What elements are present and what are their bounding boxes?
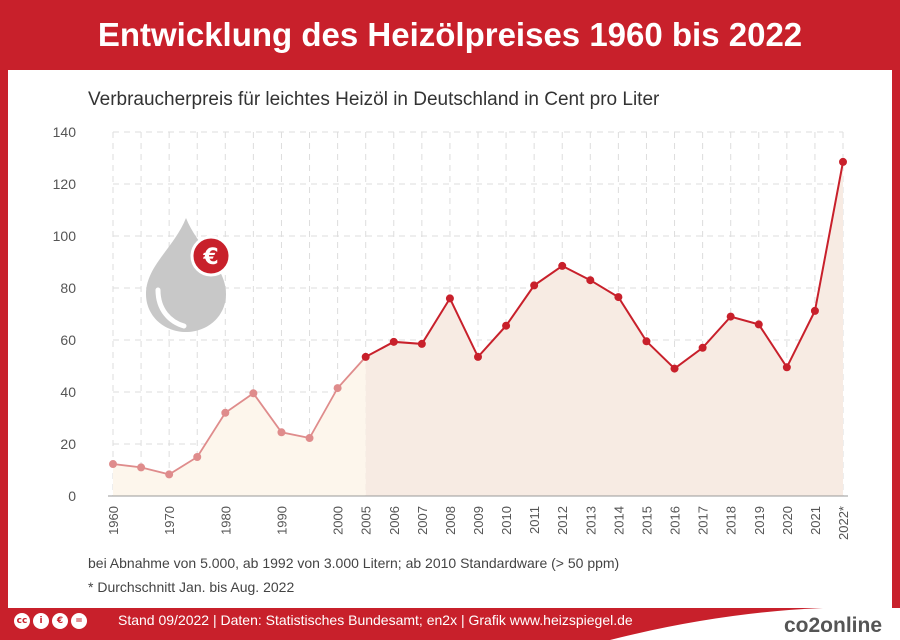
data-point — [333, 384, 342, 393]
data-point — [137, 463, 146, 472]
series-line-late — [365, 161, 844, 370]
co2online-logo: co2online — [784, 614, 882, 637]
data-point — [642, 337, 651, 346]
data-point — [530, 281, 539, 290]
data-point — [305, 434, 314, 443]
x-tick-label: 2021 — [808, 506, 823, 535]
noncommercial-icon: € — [52, 613, 68, 629]
x-tick-label: 2006 — [387, 506, 402, 535]
x-tick-label: 2017 — [696, 506, 711, 535]
x-tick-label: 2016 — [668, 506, 683, 535]
chart-subtitle: Verbraucherpreis für leichtes Heizöl in … — [88, 89, 660, 110]
logo-text: co2online — [784, 614, 882, 637]
oil-drop-icon: € — [146, 218, 232, 332]
x-tick-label: 1960 — [106, 506, 121, 535]
data-point — [839, 157, 847, 166]
y-tick-label: 0 — [68, 488, 76, 504]
cc-icon: cc — [14, 613, 30, 629]
x-tick-label: 1990 — [274, 506, 289, 535]
x-tick-label: 2022* — [836, 506, 851, 540]
series-line-early — [112, 356, 367, 476]
footer-band — [0, 608, 900, 640]
data-point — [782, 363, 791, 372]
chart-panel: Verbraucherpreis für leichtes Heizöl in … — [8, 70, 892, 610]
data-point — [445, 294, 454, 303]
x-tick-label: 2018 — [724, 506, 739, 535]
data-point — [277, 428, 286, 437]
data-point — [193, 453, 202, 461]
x-tick-label: 2015 — [639, 506, 654, 535]
data-point — [165, 470, 174, 479]
data-point — [586, 276, 595, 285]
x-tick-label: 2019 — [752, 506, 767, 535]
y-tick-label: 80 — [60, 280, 76, 296]
y-tick-label: 60 — [60, 332, 76, 348]
area-fill-early — [113, 356, 366, 496]
x-tick-label: 1980 — [218, 506, 233, 535]
data-point — [389, 337, 398, 346]
y-tick-label: 20 — [60, 436, 76, 452]
x-tick-label: 2013 — [583, 506, 598, 535]
noderivatives-icon: = — [71, 613, 87, 629]
y-tick-label: 100 — [53, 228, 77, 244]
euro-badge — [190, 235, 232, 277]
footer-source: Stand 09/2022 | Daten: Statistisches Bun… — [118, 612, 633, 628]
x-tick-label: 2014 — [611, 506, 626, 535]
x-tick-label: 2005 — [359, 506, 374, 535]
data-point — [361, 352, 370, 361]
data-point — [698, 343, 707, 352]
data-point — [810, 306, 819, 315]
x-tick-label: 2007 — [415, 506, 430, 535]
attribution-icon: i — [33, 613, 49, 629]
data-point — [502, 321, 511, 330]
chart-note: * Durchschnitt Jan. bis Aug. 2022 — [88, 579, 294, 595]
data-point — [614, 293, 623, 302]
x-tick-label: 1970 — [162, 506, 177, 535]
x-tick-label: 2009 — [471, 506, 486, 535]
x-tick-label: 2008 — [443, 506, 458, 535]
x-tick-label: 2012 — [555, 506, 570, 535]
chart-note: bei Abnahme von 5.000, ab 1992 von 3.000… — [88, 555, 619, 571]
data-point — [474, 352, 482, 361]
x-tick-label: 2011 — [527, 506, 542, 534]
data-point — [417, 339, 426, 348]
y-tick-label: 120 — [53, 176, 77, 192]
page-title: Entwicklung des Heizölpreises 1960 bis 2… — [97, 16, 803, 53]
x-tick-label: 2000 — [331, 506, 346, 535]
line-chart: Verbraucherpreis für leichtes Heizöl in … — [53, 89, 851, 595]
y-tick-label: 140 — [53, 124, 77, 140]
x-tick-label: 2010 — [499, 506, 514, 535]
data-point — [221, 408, 230, 417]
y-tick-label: 40 — [60, 384, 76, 400]
data-point — [109, 460, 117, 469]
data-point — [249, 389, 258, 398]
x-tick-label: 2020 — [780, 506, 795, 535]
data-point — [670, 364, 679, 373]
euro-sign: € — [202, 245, 218, 270]
drop-highlight — [155, 287, 187, 329]
data-point — [726, 312, 735, 321]
area-fill-late — [365, 161, 843, 496]
data-point — [754, 320, 763, 329]
data-point — [558, 261, 567, 270]
drop-shape — [146, 218, 226, 332]
license-icons: cc i € = — [14, 613, 87, 629]
